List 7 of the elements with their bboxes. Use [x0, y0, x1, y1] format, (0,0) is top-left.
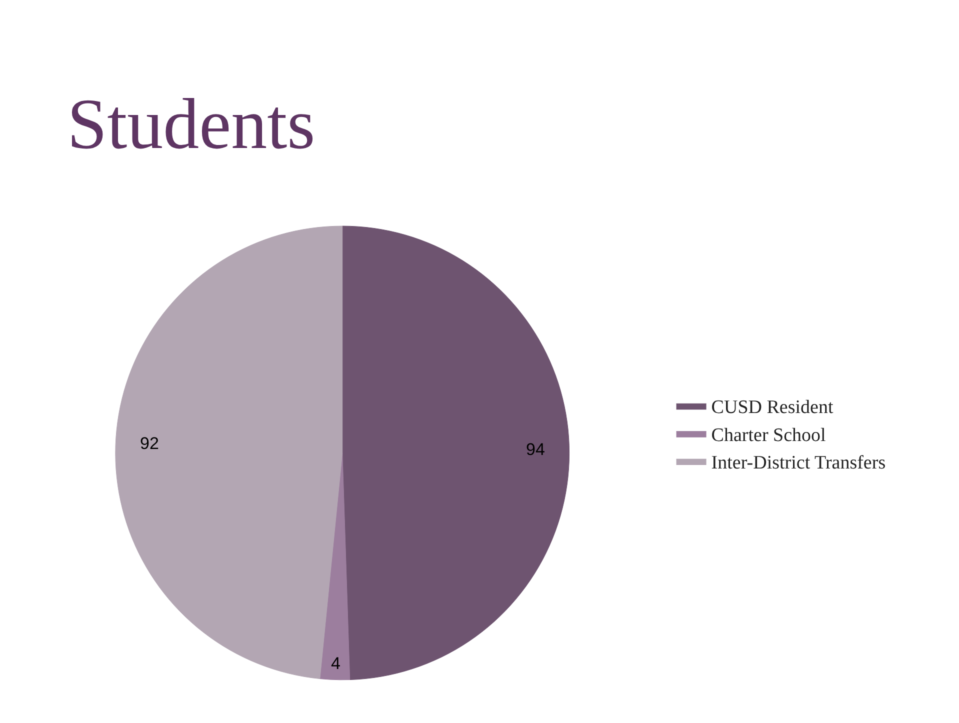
chart-title: Students — [67, 84, 316, 164]
legend-label: Charter School — [711, 424, 826, 446]
data-label: 94 — [526, 440, 545, 459]
data-label: 4 — [331, 654, 340, 673]
data-label: 92 — [140, 434, 159, 453]
legend-label: Inter-District Transfers — [711, 452, 886, 474]
legend-label: CUSD Resident — [711, 397, 834, 418]
